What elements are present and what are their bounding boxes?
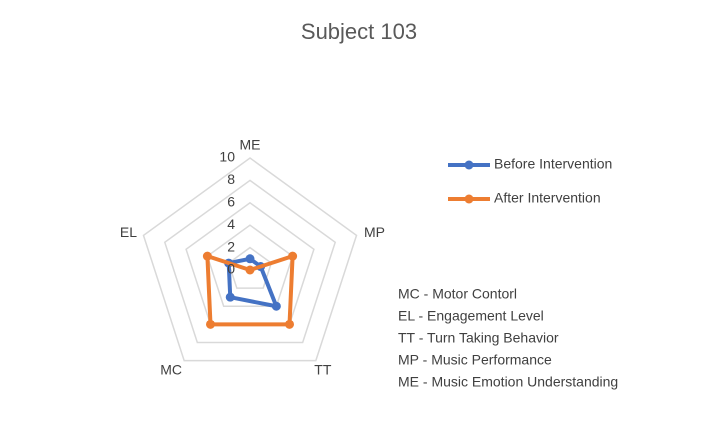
legend-swatch-marker: [464, 160, 474, 170]
tick-label: 10: [219, 149, 235, 165]
tick-labels: 0 2 4 6 8 10: [219, 149, 235, 277]
grid-ring: [163, 179, 337, 344]
data-point-2-mp: [288, 251, 298, 261]
series-layer: [202, 251, 298, 329]
legend-swatch-marker: [464, 194, 474, 204]
chart-title: Subject 103: [301, 19, 417, 44]
tick-label: 8: [227, 171, 235, 187]
axis-labels: ME MP TT MC EL: [120, 137, 385, 378]
axis-label-me: ME: [240, 137, 261, 153]
axis-label-mp: MP: [364, 224, 385, 240]
abbreviation-item: MP - Music Performance: [398, 352, 552, 368]
abbreviation-list: MC - Motor Contorl EL - Engagement Level T…: [398, 286, 618, 390]
abbreviation-item: TT - Turn Taking Behavior: [398, 330, 559, 346]
grid-ring: [142, 157, 358, 362]
legend-entry: Before Intervention: [494, 156, 612, 172]
axis-label-tt: TT: [314, 361, 332, 377]
axis-label-mc: MC: [160, 361, 182, 377]
data-point-1-me: [245, 254, 255, 264]
legend-entry: After Intervention: [494, 190, 601, 206]
tick-label: 0: [227, 261, 235, 277]
data-point-2-mc: [206, 319, 216, 329]
data-point-2-tt: [284, 319, 294, 329]
abbreviation-item: EL - Engagement Level: [398, 308, 544, 324]
legend: Before Intervention After Intervention: [448, 156, 612, 206]
grid-ring: [206, 224, 294, 307]
abbreviation-item: MC - Motor Contorl: [398, 286, 517, 302]
axis-label-el: EL: [120, 224, 137, 240]
abbreviation-item: ME - Music Emotion Understanding: [398, 374, 618, 390]
tick-label: 6: [227, 194, 235, 210]
data-point-2-me: [245, 265, 255, 275]
data-point-1-mc: [225, 292, 235, 302]
data-point-2-el: [202, 251, 212, 261]
series-line-2: [205, 254, 295, 327]
data-point-1-tt: [271, 301, 281, 311]
tick-label: 2: [227, 238, 235, 254]
tick-label: 4: [227, 216, 235, 232]
